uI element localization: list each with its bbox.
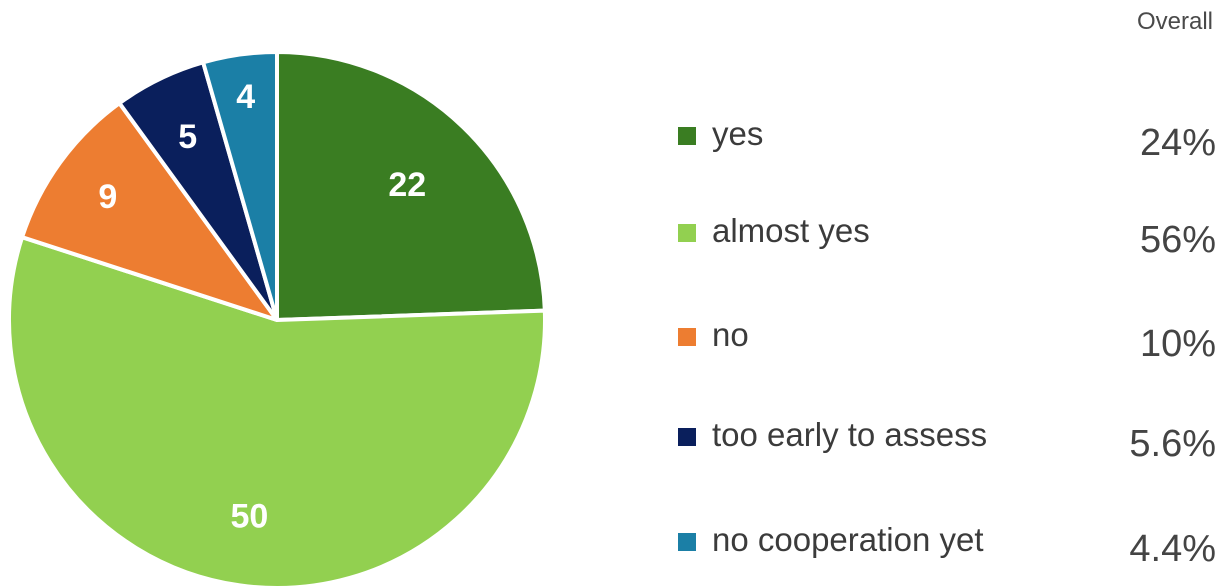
legend-label-almost-yes: almost yes xyxy=(712,212,870,249)
legend-swatch-no-cooperation-yet xyxy=(678,533,696,551)
legend-percent-too-early-to-assess: 5.6% xyxy=(1129,423,1216,465)
legend-label-too-early-to-assess: too early to assess xyxy=(712,416,988,453)
legend-label-no: no xyxy=(712,316,749,353)
pie-slice-no-cooperation-yet xyxy=(201,50,279,322)
legend-label-no-cooperation-yet: no cooperation yet xyxy=(712,521,984,558)
slice-label-no: 9 xyxy=(98,178,117,216)
legend-swatch-no xyxy=(678,328,696,346)
slice-label-too-early-to-assess: 5 xyxy=(178,118,197,156)
legend-item-yes: yes 24% xyxy=(676,110,1216,164)
slice-label-no-cooperation-yet: 4 xyxy=(236,78,255,116)
legend-percent-yes: 24% xyxy=(1139,122,1216,164)
pie-chart: 22 50 9 5 4 xyxy=(7,50,547,588)
legend-item-too-early-to-assess: too early to assess 5.6% xyxy=(676,411,1216,465)
legend-swatch-too-early-to-assess xyxy=(678,428,696,446)
pie-slice-almost-yes xyxy=(7,235,547,588)
legend-swatch-yes xyxy=(678,127,696,145)
slice-label-yes: 22 xyxy=(388,166,426,204)
legend-swatch-almost-yes xyxy=(678,224,696,242)
pie-slice-yes xyxy=(275,50,547,322)
legend-percent-no-cooperation-yet: 4.4% xyxy=(1129,528,1216,570)
column-header-overall: Overall xyxy=(1136,8,1213,35)
legend-label-yes: yes xyxy=(712,115,764,152)
legend-item-almost-yes: almost yes 56% xyxy=(676,207,1216,261)
legend-item-no-cooperation-yet: no cooperation yet 4.4% xyxy=(676,516,1216,570)
pie-slice-no xyxy=(20,101,279,322)
legend-item-no: no 10% xyxy=(676,311,1216,365)
legend-percent-almost-yes: 56% xyxy=(1139,219,1216,261)
slice-label-almost-yes: 50 xyxy=(230,497,268,535)
legend-percent-no: 10% xyxy=(1139,323,1216,365)
